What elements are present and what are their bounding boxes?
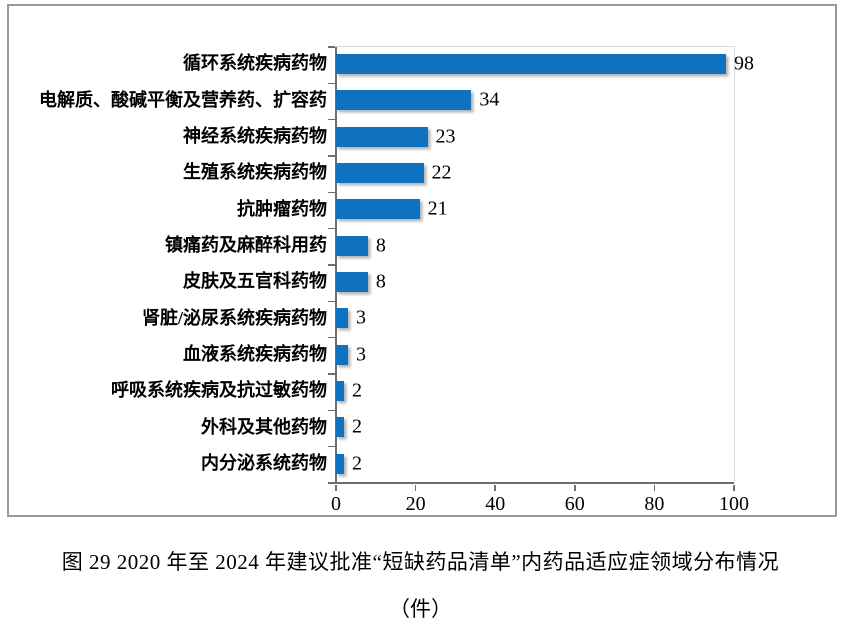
bar-zone: 98 bbox=[336, 46, 754, 82]
bar-zone: 2 bbox=[336, 373, 734, 409]
bar-row: 血液系统疾病药物 3 bbox=[9, 337, 734, 373]
y-axis-tick bbox=[328, 46, 335, 48]
bar bbox=[336, 163, 424, 184]
category-label: 肾脏/泌尿系统疾病药物 bbox=[142, 307, 327, 328]
value-label: 3 bbox=[355, 343, 366, 366]
x-tick-label: 0 bbox=[331, 493, 341, 515]
x-tick-label: 100 bbox=[719, 493, 749, 515]
caption-title: 图 29 2020 年至 2024 年建议批准“短缺药品清单”内药品适应症领域分… bbox=[61, 550, 780, 574]
x-tick-label: 60 bbox=[564, 493, 585, 515]
x-axis-line bbox=[335, 482, 734, 484]
value-label: 34 bbox=[479, 88, 500, 111]
y-axis-tick bbox=[328, 82, 335, 85]
x-axis-tick bbox=[574, 485, 576, 491]
bar-row: 外科及其他药物 2 bbox=[9, 409, 734, 445]
y-axis-tick bbox=[328, 300, 335, 303]
bar bbox=[336, 453, 344, 474]
bar-zone: 8 bbox=[336, 264, 734, 300]
category-label: 呼吸系统疾病及抗过敏药物 bbox=[111, 380, 327, 401]
y-axis-tick bbox=[328, 227, 335, 230]
category-label: 内分泌系统药物 bbox=[201, 452, 327, 473]
value-label: 2 bbox=[351, 379, 362, 402]
plot-area: 0 20 40 60 80 100 bbox=[328, 46, 749, 515]
category-label: 镇痛药及麻醉科用药 bbox=[165, 234, 327, 255]
x-axis-tick bbox=[733, 485, 735, 491]
value-label: 21 bbox=[427, 197, 448, 220]
bar-row: 电解质、酸碱平衡及营养药、扩容药 34 bbox=[9, 82, 734, 118]
x-tick-label: 20 bbox=[405, 493, 426, 515]
bar-row: 呼吸系统疾病及抗过敏药物 2 bbox=[9, 373, 734, 409]
category-label: 神经系统疾病药物 bbox=[183, 125, 327, 146]
value-label: 8 bbox=[375, 234, 386, 257]
bar-zone: 34 bbox=[336, 82, 734, 118]
y-axis-tick bbox=[328, 118, 335, 121]
bar bbox=[336, 90, 472, 111]
y-axis-tick bbox=[328, 409, 335, 412]
y-axis-tick bbox=[328, 155, 335, 157]
figure-caption: 图 29 2020 年至 2024 年建议批准“短缺药品清单”内药品适应症领域分… bbox=[0, 546, 841, 623]
x-axis-tick bbox=[653, 485, 656, 491]
bar-zone: 23 bbox=[336, 119, 734, 155]
value-label: 2 bbox=[351, 415, 362, 438]
bar bbox=[336, 308, 348, 329]
bar bbox=[336, 235, 368, 256]
category-label: 皮肤及五官科药物 bbox=[183, 271, 327, 292]
caption-unit: （件） bbox=[389, 597, 452, 621]
x-axis-tick bbox=[335, 485, 337, 491]
bar-zone: 22 bbox=[336, 155, 734, 191]
y-axis-tick bbox=[328, 191, 335, 194]
value-label: 8 bbox=[375, 270, 386, 293]
bar-row: 生殖系统疾病药物 22 bbox=[9, 155, 734, 191]
value-label: 3 bbox=[355, 306, 366, 329]
bar-row: 循环系统疾病药物 98 bbox=[9, 46, 754, 82]
bar-zone: 3 bbox=[336, 300, 734, 336]
y-axis-tick bbox=[328, 482, 335, 484]
value-label: 23 bbox=[435, 125, 456, 148]
bar bbox=[336, 381, 344, 402]
bar bbox=[336, 54, 727, 75]
category-label: 电解质、酸碱平衡及营养药、扩容药 bbox=[39, 89, 327, 110]
bar-row: 镇痛药及麻醉科用药 8 bbox=[9, 228, 734, 264]
bar-zone: 2 bbox=[336, 409, 734, 445]
bar-row: 肾脏/泌尿系统疾病药物 3 bbox=[9, 300, 734, 336]
value-label: 22 bbox=[431, 161, 452, 184]
y-axis-tick bbox=[328, 264, 335, 266]
bar-rows: 循环系统疾病药物 98 电解质、酸碱平衡及营养药、扩容药 34 神经系统疾病药物 23 生殖… bbox=[9, 46, 754, 482]
bar-row: 抗肿瘤药物 21 bbox=[9, 191, 734, 227]
bar-row: 内分泌系统药物 2 bbox=[9, 446, 734, 482]
category-label: 血液系统疾病药物 bbox=[183, 343, 327, 364]
category-label: 循环系统疾病药物 bbox=[183, 53, 327, 74]
y-axis-tick bbox=[328, 373, 335, 375]
x-axis-tick bbox=[494, 485, 496, 491]
category-label: 抗肿瘤药物 bbox=[237, 198, 327, 219]
bar-zone: 3 bbox=[336, 337, 734, 373]
value-label: 2 bbox=[351, 452, 362, 475]
x-tick-label: 40 bbox=[485, 493, 506, 515]
chart-frame: 0 20 40 60 80 100 循环系统疾病药物 98 电解质、酸碱平衡及营养药、扩容药 3… bbox=[7, 4, 837, 517]
bar-zone: 21 bbox=[336, 191, 734, 227]
bar bbox=[336, 199, 420, 220]
y-axis-tick bbox=[328, 336, 335, 339]
x-tick-label: 80 bbox=[644, 493, 665, 515]
value-label: 98 bbox=[734, 52, 755, 75]
bar bbox=[336, 344, 348, 365]
bar-zone: 8 bbox=[336, 228, 734, 264]
category-label: 生殖系统疾病药物 bbox=[183, 162, 327, 183]
y-axis-tick bbox=[328, 445, 335, 448]
bar bbox=[336, 272, 368, 293]
category-label: 外科及其他药物 bbox=[201, 416, 327, 437]
bar-row: 皮肤及五官科药物 8 bbox=[9, 264, 734, 300]
y-axis-line bbox=[335, 47, 337, 484]
bar-zone: 2 bbox=[336, 446, 734, 482]
bar-row: 神经系统疾病药物 23 bbox=[9, 119, 734, 155]
bar bbox=[336, 417, 344, 438]
bar bbox=[336, 126, 428, 147]
x-axis-tick bbox=[414, 485, 417, 491]
